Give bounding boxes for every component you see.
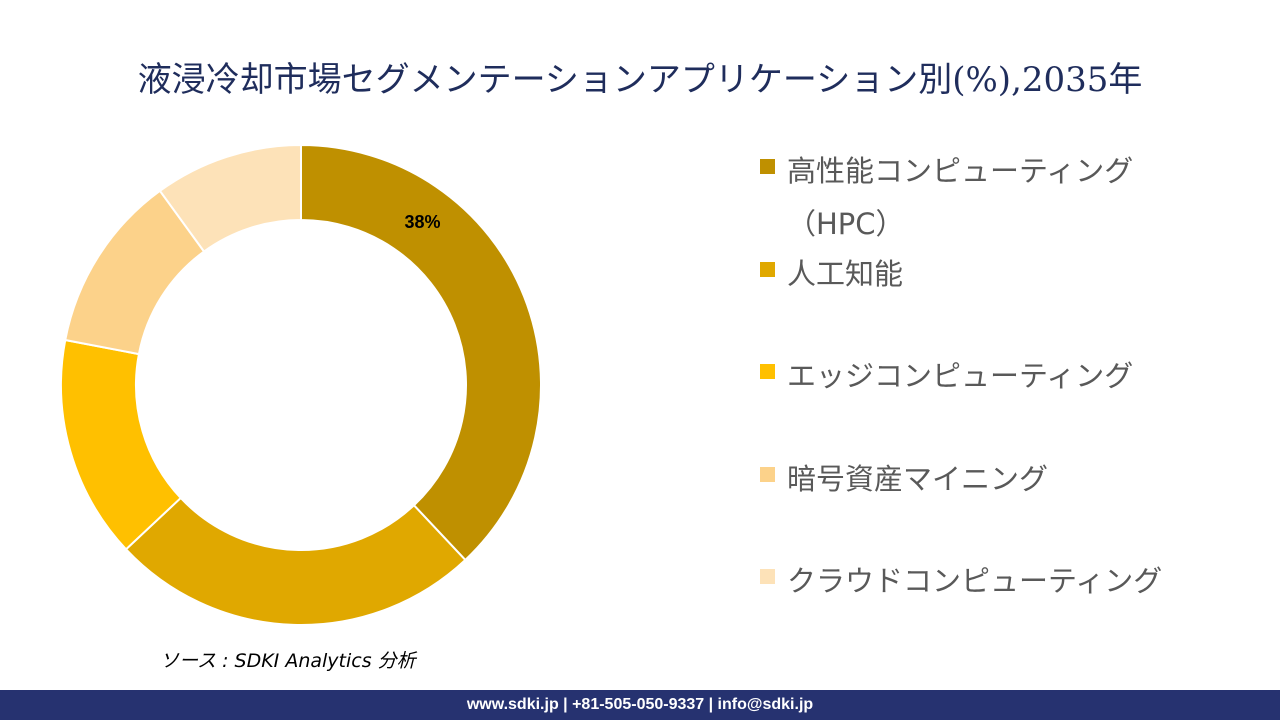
footer: www.sdki.jp | +81-505-050-9337 | info@sd… (0, 690, 1280, 720)
legend-label: 暗号資産マイニング (787, 461, 1049, 496)
legend-swatch (760, 364, 775, 379)
data-label: 38% (405, 212, 441, 232)
title: 液浸冷却市場セグメンテーションアプリケーション別(%),2035年 (137, 60, 1143, 100)
donut-segment (158, 143, 302, 253)
legend-swatch (760, 261, 775, 277)
chart: 38% (60, 143, 542, 626)
donut-segment (124, 496, 467, 626)
legend-label: 人工知能 (787, 256, 904, 291)
legend-label: エッジコンピューティング (787, 359, 1134, 393)
legend-item: 暗号資産マイニング (760, 453, 1182, 506)
legend-label: 高性能コンピューティング（HPC） (787, 154, 1134, 241)
legend-swatch (760, 466, 775, 482)
legend-swatch (760, 569, 775, 584)
legend-swatch (760, 159, 775, 174)
source: ソース : SDKI Analytics 分析 (160, 650, 416, 672)
legend-item: 高性能コンピューティング（HPC） (760, 145, 1182, 251)
legend-item: エッジコンピューティング (760, 350, 1182, 403)
legend-item: 人工知能 (760, 248, 1182, 301)
legend-label: クラウドコンピューティング (787, 564, 1163, 598)
donut-segment (300, 143, 542, 562)
legend-item: クラウドコンピューティング (760, 555, 1182, 608)
